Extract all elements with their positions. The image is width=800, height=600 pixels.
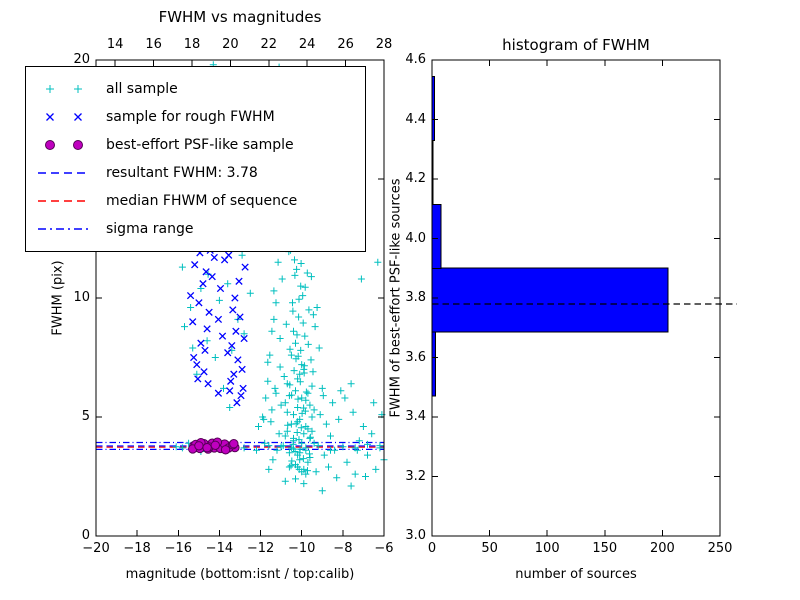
legend-item-2: best-effort PSF-like sample bbox=[32, 131, 359, 159]
left-plot-title: FWHM vs magnitudes bbox=[158, 8, 322, 26]
left-plot-x-tick-label: −12 bbox=[246, 541, 275, 556]
right-plot-y-tick-label: 4.6 bbox=[405, 52, 426, 67]
right-plot-x-tick-label: 150 bbox=[592, 541, 618, 556]
left-plot-y-tick-label: 5 bbox=[81, 409, 90, 424]
right-plot-y-tick-label: 4.4 bbox=[405, 111, 426, 127]
right-plot-y-tick-label: 3.2 bbox=[405, 468, 426, 484]
circle-marker bbox=[229, 439, 239, 449]
legend-item-1: sample for rough FWHM bbox=[32, 103, 359, 131]
dashdot-line-legend-marker bbox=[38, 228, 90, 230]
right-plot-x-tick-label: 200 bbox=[649, 541, 675, 556]
left-plot-top-tick-label: 16 bbox=[145, 37, 162, 52]
histogram-bar bbox=[431, 267, 669, 333]
legend-item-3: resultant FWHM: 3.78 bbox=[32, 159, 359, 187]
left-plot-y-tick-label: 20 bbox=[73, 52, 90, 67]
dashed-line-legend-marker bbox=[38, 200, 90, 202]
circle-marker bbox=[210, 440, 221, 450]
legend-item-label: all sample bbox=[106, 81, 178, 97]
left-plot-x-tick-label: −8 bbox=[333, 541, 353, 556]
right-plot-x-tick-label: 100 bbox=[534, 541, 560, 556]
legend-item-label: resultant FWHM: 3.78 bbox=[106, 165, 258, 181]
right-plot-y-tick-label: 4.0 bbox=[405, 230, 426, 246]
legend-item-label: median FHWM of sequence bbox=[106, 193, 298, 209]
left-plot-x-tick-label: −14 bbox=[205, 541, 234, 556]
plus-legend-marker bbox=[46, 85, 82, 93]
circle-marker bbox=[194, 441, 204, 451]
histogram-bar bbox=[431, 203, 442, 269]
right-plot-xlabel: number of sources bbox=[515, 567, 637, 582]
left-plot-x-tick-label: −18 bbox=[123, 541, 151, 556]
left-plot-x-tick-label: −16 bbox=[164, 541, 193, 556]
x-legend-marker bbox=[46, 113, 82, 121]
right-plot-x-tick-label: 250 bbox=[707, 541, 733, 556]
left-plot-top-tick-label: 20 bbox=[222, 37, 239, 52]
histogram-bar bbox=[431, 331, 436, 397]
left-plot-top-tick-label: 26 bbox=[337, 37, 354, 52]
right-plot-y-tick-label: 3.6 bbox=[405, 349, 426, 365]
right-plot-x-tick-label: 50 bbox=[481, 541, 498, 556]
left-plot-x-tick-label: −10 bbox=[287, 541, 316, 556]
left-plot-top-tick-label: 22 bbox=[260, 37, 278, 52]
right-plot-y-tick-label: 4.2 bbox=[405, 171, 426, 186]
left-plot-top-tick-label: 14 bbox=[106, 37, 124, 52]
legend-item-0: all sample bbox=[32, 75, 359, 103]
right-plot-y-tick-label: 3.4 bbox=[405, 409, 426, 424]
legend-item-4: median FHWM of sequence bbox=[32, 187, 359, 215]
right-plot-y-tick-label: 3.8 bbox=[405, 290, 426, 305]
legend-item-label: sample for rough FWHM bbox=[106, 109, 275, 125]
dashed-line-legend-marker bbox=[38, 172, 90, 174]
right-plot-title: histogram of FWHM bbox=[502, 36, 650, 54]
legend-item-label: sigma range bbox=[106, 221, 194, 237]
legend-item-label: best-effort PSF-like sample bbox=[106, 137, 294, 153]
circle-marker bbox=[202, 443, 212, 453]
right-plot-y-tick-label: 3.0 bbox=[405, 528, 426, 543]
circle-legend-marker bbox=[45, 140, 83, 150]
right-plot-x-tick-label: 0 bbox=[427, 541, 437, 556]
legend-item-5: sigma range bbox=[32, 215, 359, 243]
left-plot-y-tick-label: 10 bbox=[73, 290, 90, 305]
left-plot-top-tick-label: 28 bbox=[375, 37, 393, 52]
left-plot-y-tick-label: 0 bbox=[81, 528, 90, 543]
legend: all sample sample for rough FWHM best-effo… bbox=[25, 66, 366, 252]
left-plot-top-tick-label: 18 bbox=[183, 37, 201, 52]
left-plot-x-tick-label: −20 bbox=[82, 541, 110, 556]
left-plot-x-tick-label: −6 bbox=[374, 541, 394, 556]
circle-marker bbox=[220, 445, 231, 455]
x-markers bbox=[186, 237, 249, 407]
left-plot-top-tick-label: 24 bbox=[298, 37, 316, 52]
left-plot-xlabel: magnitude (bottom:isnt / top:calib) bbox=[125, 567, 355, 582]
